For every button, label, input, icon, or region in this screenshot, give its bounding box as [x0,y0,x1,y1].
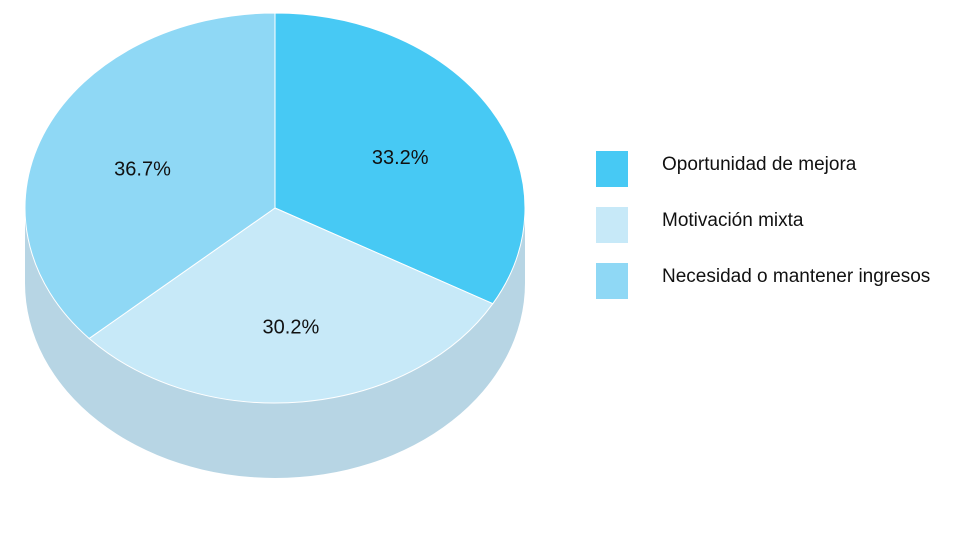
slice-value-label-motivacion: 30.2% [263,317,320,339]
legend-swatch-motivacion [596,207,628,243]
pie-slice-necesidad [24,12,276,340]
chart-legend: Oportunidad de mejora Motivación mixta N… [596,150,930,318]
legend-label-oportunidad: Oportunidad de mejora [662,154,857,175]
pie-slices [24,12,526,404]
slice-value-label-necesidad: 36.7% [114,158,171,180]
legend-swatch-oportunidad [596,151,628,187]
pie-slice-oportunidad [274,12,526,305]
pie-value-labels: 33.2% 30.2% 36.7% [114,147,429,338]
pie-side-band [25,208,525,478]
slice-value-label-oportunidad: 33.2% [372,147,429,169]
pie-3d-side [25,208,525,478]
legend-item-motivacion: Motivación mixta [596,206,930,244]
legend-swatch-necesidad [596,263,628,299]
pie-slice-motivacion [88,207,494,404]
legend-item-oportunidad: Oportunidad de mejora [596,150,930,188]
legend-item-necesidad: Necesidad o mantener ingresos [596,262,930,300]
legend-label-necesidad: Necesidad o mantener ingresos [662,266,931,287]
legend-label-motivacion: Motivación mixta [662,210,804,231]
